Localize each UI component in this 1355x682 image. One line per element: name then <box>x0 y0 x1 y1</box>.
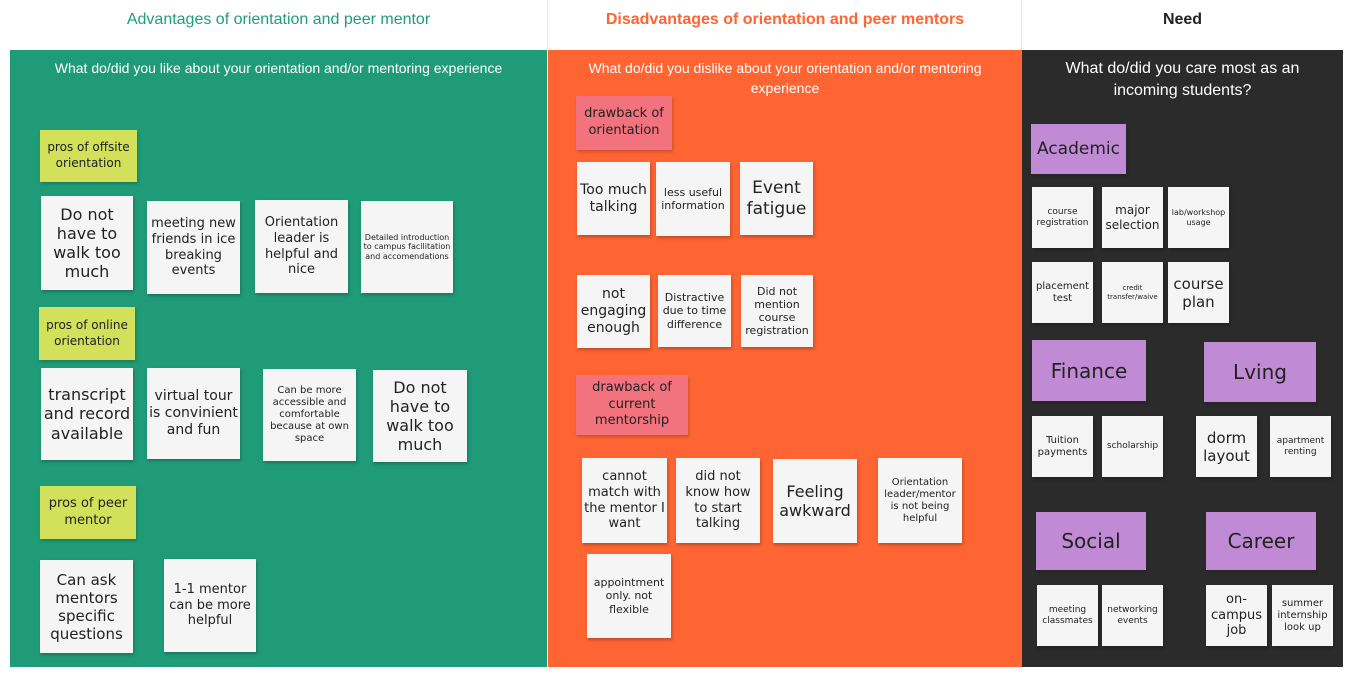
sticky-note[interactable]: summer internship look up <box>1272 585 1333 646</box>
sticky-note[interactable]: course plan <box>1168 262 1229 323</box>
sticky-note[interactable]: Do not have to walk too much <box>373 370 467 462</box>
advantages-panel: What do/did you like about your orientat… <box>10 50 547 667</box>
sticky-note[interactable]: did not know how to start talking <box>676 458 760 543</box>
sticky-note[interactable]: Can ask mentors specific questions <box>40 560 133 653</box>
sticky-note[interactable]: Feeling awkward <box>773 459 857 543</box>
advantages-header: Advantages of orientation and peer mento… <box>126 11 431 28</box>
sticky-note[interactable]: Can be more accessible and comfortable b… <box>263 369 356 461</box>
career-label[interactable]: Career <box>1206 512 1316 570</box>
living-label[interactable]: Lving <box>1204 342 1316 402</box>
orientation-drawback-label[interactable]: drawback of orientation <box>576 96 672 150</box>
sticky-note[interactable]: virtual tour is convinient and fun <box>147 368 240 459</box>
header-divider <box>547 0 548 50</box>
sticky-note[interactable]: lab/workshop usage <box>1168 187 1229 248</box>
sticky-note[interactable]: appointment only. not flexible <box>587 554 671 638</box>
need-question: What do/did you care most as an incoming… <box>1065 60 1300 99</box>
sticky-note[interactable]: meeting new friends in ice breaking even… <box>147 201 240 294</box>
sticky-note[interactable]: meeting classmates <box>1037 585 1098 646</box>
disadvantages-panel: What do/did you dislike about your orien… <box>548 50 1022 667</box>
online-pros-label[interactable]: pros of online orientation <box>39 307 135 360</box>
disadvantages-header: Disadvantages of orientation and peer me… <box>605 11 965 28</box>
sticky-note[interactable]: cannot match with the mentor I want <box>582 458 667 543</box>
sticky-note[interactable]: Too much talking <box>577 162 650 235</box>
sticky-note[interactable]: placement test <box>1032 262 1093 323</box>
need-header: Need <box>1162 11 1203 28</box>
sticky-note[interactable]: major selection <box>1102 187 1163 248</box>
sticky-note[interactable]: transcript and record available <box>41 368 133 460</box>
sticky-note[interactable]: not engaging enough <box>577 275 650 348</box>
sticky-note[interactable]: less useful information <box>656 162 730 236</box>
sticky-note[interactable]: on-campus job <box>1206 585 1267 646</box>
sticky-note[interactable]: Orientation leader/mentor is not being h… <box>878 458 962 543</box>
sticky-note[interactable]: Detailed introduction to campus facilita… <box>361 201 453 293</box>
sticky-note[interactable]: networking events <box>1102 585 1163 646</box>
social-label[interactable]: Social <box>1036 512 1146 570</box>
sticky-note[interactable]: Distractive due to time difference <box>658 275 731 347</box>
sticky-note[interactable]: apartment renting <box>1270 416 1331 477</box>
sticky-note[interactable]: Do not have to walk too much <box>41 196 133 290</box>
mentorship-drawback-label[interactable]: drawback of current mentorship <box>576 375 688 435</box>
peer-pros-label[interactable]: pros of peer mentor <box>40 486 136 539</box>
sticky-note[interactable]: scholarship <box>1102 416 1163 477</box>
advantages-question: What do/did you like about your orientat… <box>54 60 503 76</box>
sticky-note[interactable]: dorm layout <box>1196 416 1257 477</box>
sticky-note[interactable]: Did not mention course registration <box>741 275 813 347</box>
sticky-note[interactable]: credit transfer/waive <box>1102 262 1163 323</box>
finance-label[interactable]: Finance <box>1032 340 1146 401</box>
academic-label[interactable]: Academic <box>1031 124 1126 174</box>
sticky-note[interactable]: course registration <box>1032 187 1093 248</box>
sticky-note[interactable]: Orientation leader is helpful and nice <box>255 200 348 293</box>
sticky-note[interactable]: Tuition payments <box>1032 416 1093 477</box>
header-divider <box>1021 0 1022 50</box>
need-panel: What do/did you care most as an incoming… <box>1022 50 1343 667</box>
sticky-note[interactable]: Event fatigue <box>740 162 813 235</box>
offsite-pros-label[interactable]: pros of offsite orientation <box>40 130 137 182</box>
disadvantages-question: What do/did you dislike about your orien… <box>588 60 982 96</box>
sticky-note[interactable]: 1-1 mentor can be more helpful <box>164 559 256 652</box>
